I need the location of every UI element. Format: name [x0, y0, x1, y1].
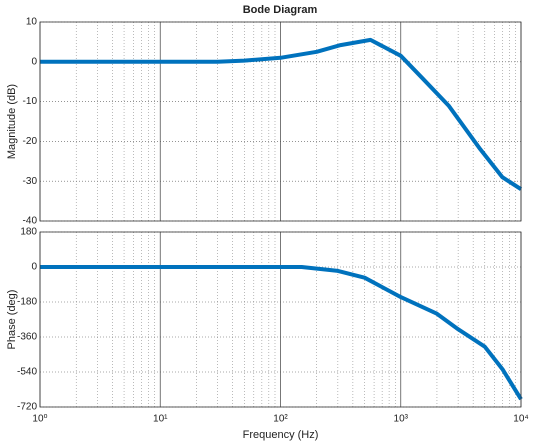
y-tick-label: -720 [17, 402, 37, 413]
x-tick-label: 10³ [394, 414, 409, 425]
axes-box [39, 21, 522, 222]
y-tick-label: -10 [23, 96, 38, 107]
y-axis-label: Magnitude (dB) [6, 84, 18, 159]
x-tick-label: 10⁰ [32, 414, 47, 425]
y-tick-label: -180 [17, 297, 37, 308]
y-tick-label: 180 [20, 227, 37, 238]
axes-box [39, 231, 522, 408]
chart-title: Bode Diagram [243, 4, 318, 16]
y-tick-label: 0 [31, 56, 37, 67]
line-series [40, 265, 523, 401]
y-tick-label: -20 [23, 136, 38, 147]
x-tick-label: 10² [273, 414, 288, 425]
line-series [40, 37, 523, 191]
y-axis-label: Phase (deg) [6, 290, 18, 350]
y-tick-label: -30 [23, 176, 38, 187]
y-tick-label: 0 [31, 262, 37, 273]
y-tick-label: 10 [26, 17, 38, 28]
y-tick-label: -540 [17, 367, 37, 378]
x-tick-label: 10¹ [153, 414, 168, 425]
x-tick-label: 10⁴ [513, 414, 528, 425]
y-tick-label: -360 [17, 332, 37, 343]
y-tick-label: -40 [23, 216, 38, 227]
x-axis-label: Frequency (Hz) [243, 429, 319, 441]
